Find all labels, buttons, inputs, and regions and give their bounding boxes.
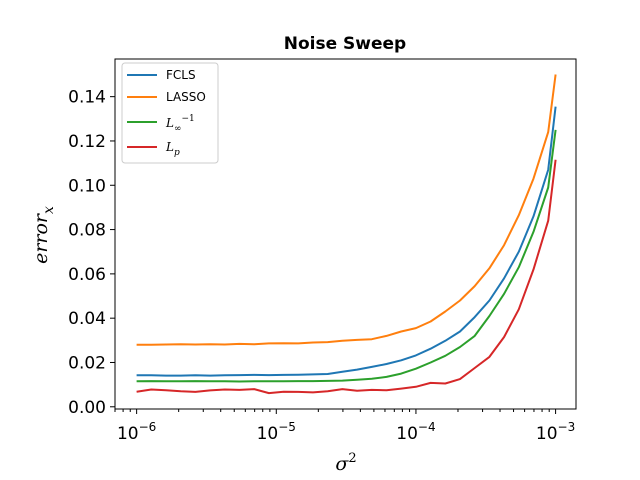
y-tick-label: 0.04 [68, 309, 106, 329]
y-tick-label: 0.08 [68, 221, 106, 241]
y-tick-label: 0.12 [68, 132, 106, 152]
legend-label-lasso: LASSO [166, 90, 206, 104]
x-tick-label: 10−6 [117, 420, 156, 444]
y-tick-label: 0.00 [68, 398, 106, 418]
legend-label-fcls: FCLS [166, 68, 196, 82]
legend: FCLS LASSO L∞−1 Lp [121, 62, 219, 164]
y-tick-label: 0.14 [68, 88, 106, 108]
axes-frame [114, 58, 577, 410]
y-axis-ticks: 0.00 0.02 0.04 0.06 0.08 0.10 0.12 0.14 [68, 88, 115, 418]
series-line-2 [136, 129, 557, 383]
legend-box [121, 62, 219, 164]
series-lines [136, 74, 557, 395]
chart-title: Noise Sweep [284, 34, 406, 54]
y-tick-label: 0.02 [68, 353, 106, 373]
x-tick-label: 10−3 [536, 420, 575, 444]
series-line-3 [136, 159, 557, 395]
series-line-0 [136, 106, 557, 377]
y-tick-label: 0.10 [68, 176, 106, 196]
series-line-1 [136, 74, 557, 346]
x-tick-label: 10−5 [257, 420, 296, 444]
x-tick-label: 10−4 [396, 420, 435, 444]
x-axis-ticks: 10−6 10−5 10−4 10−3 [114, 409, 575, 444]
y-tick-label: 0.06 [68, 265, 106, 285]
plot-area [114, 58, 577, 410]
